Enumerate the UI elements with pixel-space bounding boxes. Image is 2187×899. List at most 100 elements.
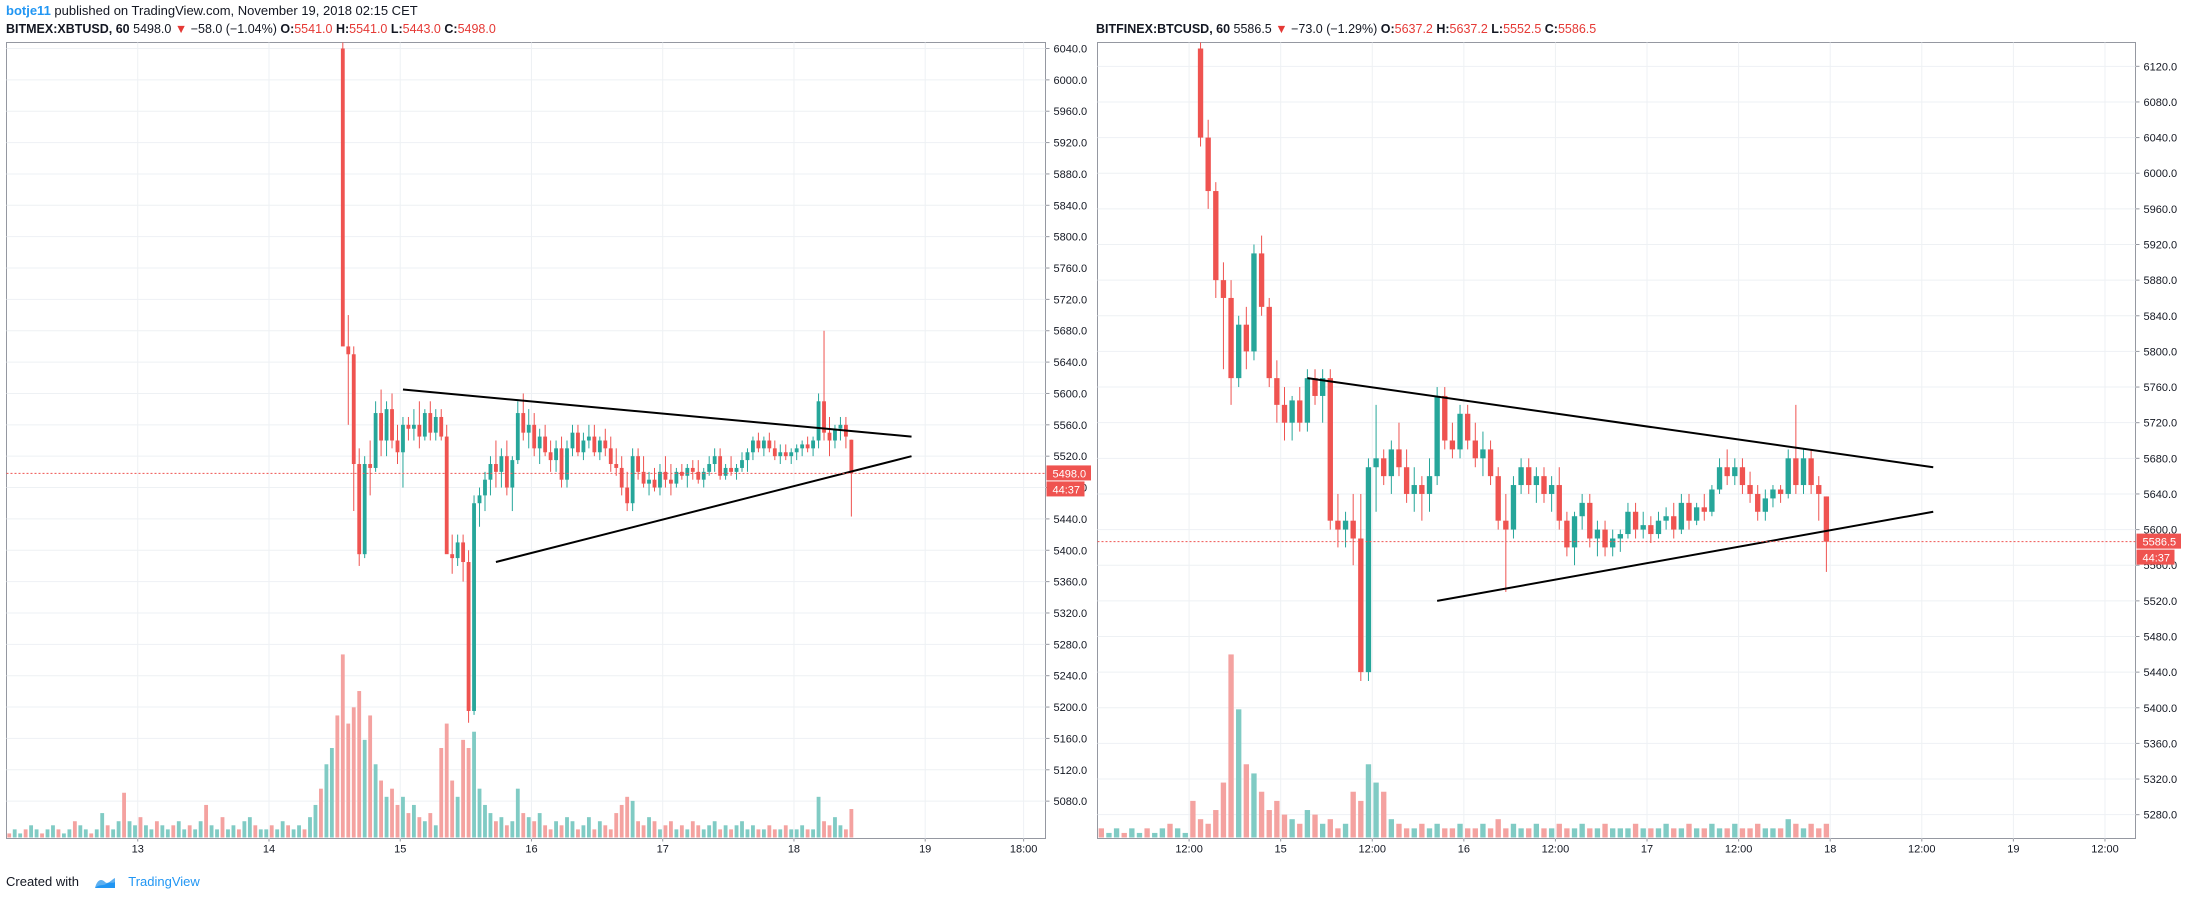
volume-bar	[794, 829, 799, 838]
volume-bar	[1197, 819, 1204, 838]
candle	[422, 413, 427, 437]
candle	[483, 479, 487, 496]
volume-bar	[176, 821, 181, 838]
candle	[494, 464, 498, 472]
volume-bar	[581, 825, 586, 838]
volume-bar	[1541, 828, 1547, 838]
y-tick-label: 5760.0	[1054, 263, 1088, 275]
y-tick-label: 5320.0	[2144, 774, 2178, 786]
candle	[1541, 476, 1547, 494]
volume-bar	[1319, 823, 1326, 838]
volume-bar	[592, 829, 597, 838]
volume-bar	[72, 821, 77, 838]
low-value: 5443.0	[402, 22, 441, 36]
volume-bar	[761, 829, 766, 838]
tradingview-link[interactable]: TradingView	[128, 874, 200, 889]
candle	[723, 467, 728, 476]
candle	[740, 460, 744, 468]
down-arrow-icon: ▼	[1275, 22, 1288, 36]
candle	[636, 456, 641, 472]
y-tick-label: 5760.0	[2144, 382, 2178, 394]
candle	[1258, 253, 1265, 307]
volume-bar	[630, 800, 635, 838]
volume-bar	[1556, 823, 1562, 838]
volume-bar	[1480, 823, 1486, 838]
volume-bar	[723, 825, 728, 838]
candle	[1510, 485, 1517, 530]
volume-bar	[1167, 823, 1173, 838]
candle	[800, 444, 805, 449]
volume-bar	[215, 829, 219, 838]
volume-bar	[122, 792, 126, 838]
candle	[1640, 525, 1646, 530]
candle	[1732, 467, 1738, 477]
volume-bar	[1388, 819, 1395, 838]
volume-bar	[679, 825, 684, 838]
candle	[1648, 525, 1654, 535]
volume-bar	[340, 654, 345, 838]
y-tick-label: 5680.0	[1054, 326, 1088, 338]
volume-bar	[94, 829, 99, 838]
candle	[1464, 413, 1471, 441]
volume-bar	[209, 825, 214, 838]
last-price: 5586.5	[1233, 22, 1272, 36]
candle	[1457, 413, 1463, 450]
candle	[849, 439, 854, 474]
volume-bar	[1632, 823, 1639, 838]
candle	[1594, 529, 1601, 539]
volume-bar	[78, 825, 83, 838]
volume-bar	[1587, 828, 1593, 838]
candle	[586, 436, 591, 441]
volume-bar	[105, 825, 110, 838]
volume-bar	[1663, 823, 1669, 838]
author-link[interactable]: botje11	[6, 3, 51, 18]
volume-bar	[390, 788, 394, 838]
volume-bar	[1495, 819, 1501, 838]
volume-bar	[707, 825, 712, 838]
volume-bar	[83, 829, 88, 838]
candle	[515, 413, 520, 461]
volume-bar	[269, 825, 274, 838]
y-tick-label: 5320.0	[1054, 608, 1088, 620]
volume-bar	[603, 825, 608, 838]
candle	[1297, 400, 1303, 423]
x-tick-label: 19	[919, 844, 931, 856]
candle	[450, 554, 455, 559]
candle	[384, 409, 389, 441]
y-tick-label: 5720.0	[2144, 418, 2178, 430]
volume-bar	[636, 821, 641, 838]
volume-bar	[160, 825, 165, 838]
candle	[1587, 502, 1593, 539]
candle	[1365, 467, 1372, 673]
volume-bar	[1258, 791, 1265, 838]
candle	[1236, 324, 1242, 379]
candle	[1381, 458, 1387, 477]
x-tick-label: 15	[1275, 844, 1287, 856]
candle	[756, 440, 761, 449]
volume-bar	[351, 707, 356, 838]
x-tick-label: 19	[2007, 844, 2019, 856]
chart-left[interactable]: 13 14 15 16 17 18 19 18:00 6040.0 6000.0 5960.0 592…	[6, 42, 1091, 862]
candle	[1220, 280, 1227, 298]
volume-bar	[800, 825, 805, 838]
volume-bar	[406, 813, 411, 838]
candle	[1304, 378, 1311, 423]
volume-bar	[1159, 828, 1166, 838]
volume-bar	[1365, 764, 1372, 838]
candle	[614, 464, 619, 468]
volume-bar	[734, 825, 739, 838]
candle	[1777, 489, 1784, 494]
candle	[1495, 476, 1501, 521]
volume-bar	[379, 780, 384, 838]
symbol-label: BITFINEX:BTCUSD, 60	[1096, 22, 1231, 36]
volume-bar	[362, 739, 367, 838]
candle	[1716, 467, 1723, 490]
x-tick-label: 12:00	[1175, 844, 1203, 856]
trendline	[495, 455, 912, 563]
y-tick-label: 5400.0	[2144, 703, 2178, 715]
volume-bar	[1808, 823, 1814, 838]
volume-bar	[1777, 828, 1784, 838]
y-tick-label: 5560.0	[1054, 420, 1088, 432]
chart-right[interactable]: 12:00 15 12:00 16 12:00 17 12:00 18 12:00 19 12:00…	[1097, 42, 2181, 862]
volume-bar	[1182, 832, 1188, 838]
